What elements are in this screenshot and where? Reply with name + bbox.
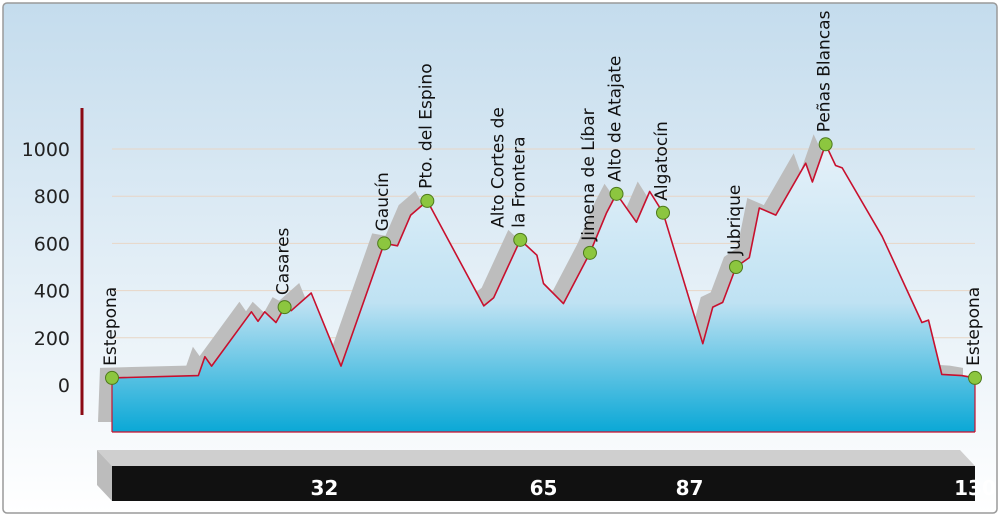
waypoint-label-group: Jubrique <box>725 185 745 256</box>
waypoint-marker <box>818 137 833 152</box>
waypoint-label-group: Estepona <box>101 287 121 366</box>
km-tick-label: 130 <box>954 476 996 500</box>
y-tick-label: 1000 <box>22 139 70 161</box>
waypoint-label-group: Estepona <box>964 287 984 366</box>
waypoint-label: Peñas Blancas <box>815 10 835 132</box>
waypoint-label-group: Casares <box>274 227 294 295</box>
waypoint-label: Estepona <box>101 287 121 366</box>
profile-fill <box>112 144 975 433</box>
waypoint-label-group: Algatocín <box>652 121 672 200</box>
profile-area <box>111 143 976 433</box>
waypoint-marker <box>582 245 597 260</box>
waypoint-label: Gaucín <box>373 172 393 231</box>
waypoint-label-group: Alto de Atajate <box>606 56 626 182</box>
waypoint-marker <box>729 260 744 274</box>
waypoint-label: Jimena de Líbar <box>579 108 599 241</box>
waypoint-label: Estepona <box>964 287 984 366</box>
waypoint-label: Pto. del Espino <box>416 63 436 189</box>
km-tick-label: 87 <box>676 476 704 500</box>
y-axis: 0 200 400 600 800 1000 <box>22 108 84 415</box>
waypoint-label: Alto de Atajate <box>606 56 626 182</box>
waypoint-label: Alto Cortes de <box>488 107 508 228</box>
waypoints: Estepona Casares Gaucín Pto. del Espino Alto… <box>101 10 984 385</box>
waypoint-label-group: Gaucín <box>373 172 393 231</box>
km-tick-label: 65 <box>530 476 558 500</box>
waypoint-marker <box>105 370 119 385</box>
y-tick-label: 800 <box>34 186 70 208</box>
km-bar-top-shadow <box>97 450 975 466</box>
waypoint-label: Algatocín <box>652 121 672 200</box>
waypoint-label: la Frontera <box>509 136 529 227</box>
y-tick-label: 0 <box>58 375 70 397</box>
km-bar-side-shadow <box>97 450 112 501</box>
waypoint-label: Casares <box>274 227 294 295</box>
y-tick-label: 600 <box>34 233 70 255</box>
km-bar: 32 65 87 130 <box>97 450 996 501</box>
waypoint-marker <box>609 186 624 201</box>
waypoint-marker <box>513 232 528 247</box>
waypoint-marker <box>277 300 292 315</box>
km-tick-label: 32 <box>311 476 339 500</box>
km-bar-body <box>112 466 975 501</box>
waypoint-marker <box>968 370 982 385</box>
waypoint-marker <box>420 193 435 208</box>
waypoint-label-group: Jimena de Líbar <box>579 108 599 241</box>
waypoint-label-group: Pto. del Espino <box>416 63 436 189</box>
waypoint-marker <box>377 236 392 251</box>
profile-line <box>111 143 976 379</box>
waypoint-marker <box>655 205 670 220</box>
waypoint-label: Jubrique <box>725 185 745 256</box>
y-tick-label: 400 <box>34 281 70 303</box>
y-tick-label: 200 <box>34 328 70 350</box>
waypoint-label-group: Peñas Blancas <box>815 10 835 132</box>
waypoint-label-group: Alto Cortes de la Frontera <box>488 107 529 228</box>
